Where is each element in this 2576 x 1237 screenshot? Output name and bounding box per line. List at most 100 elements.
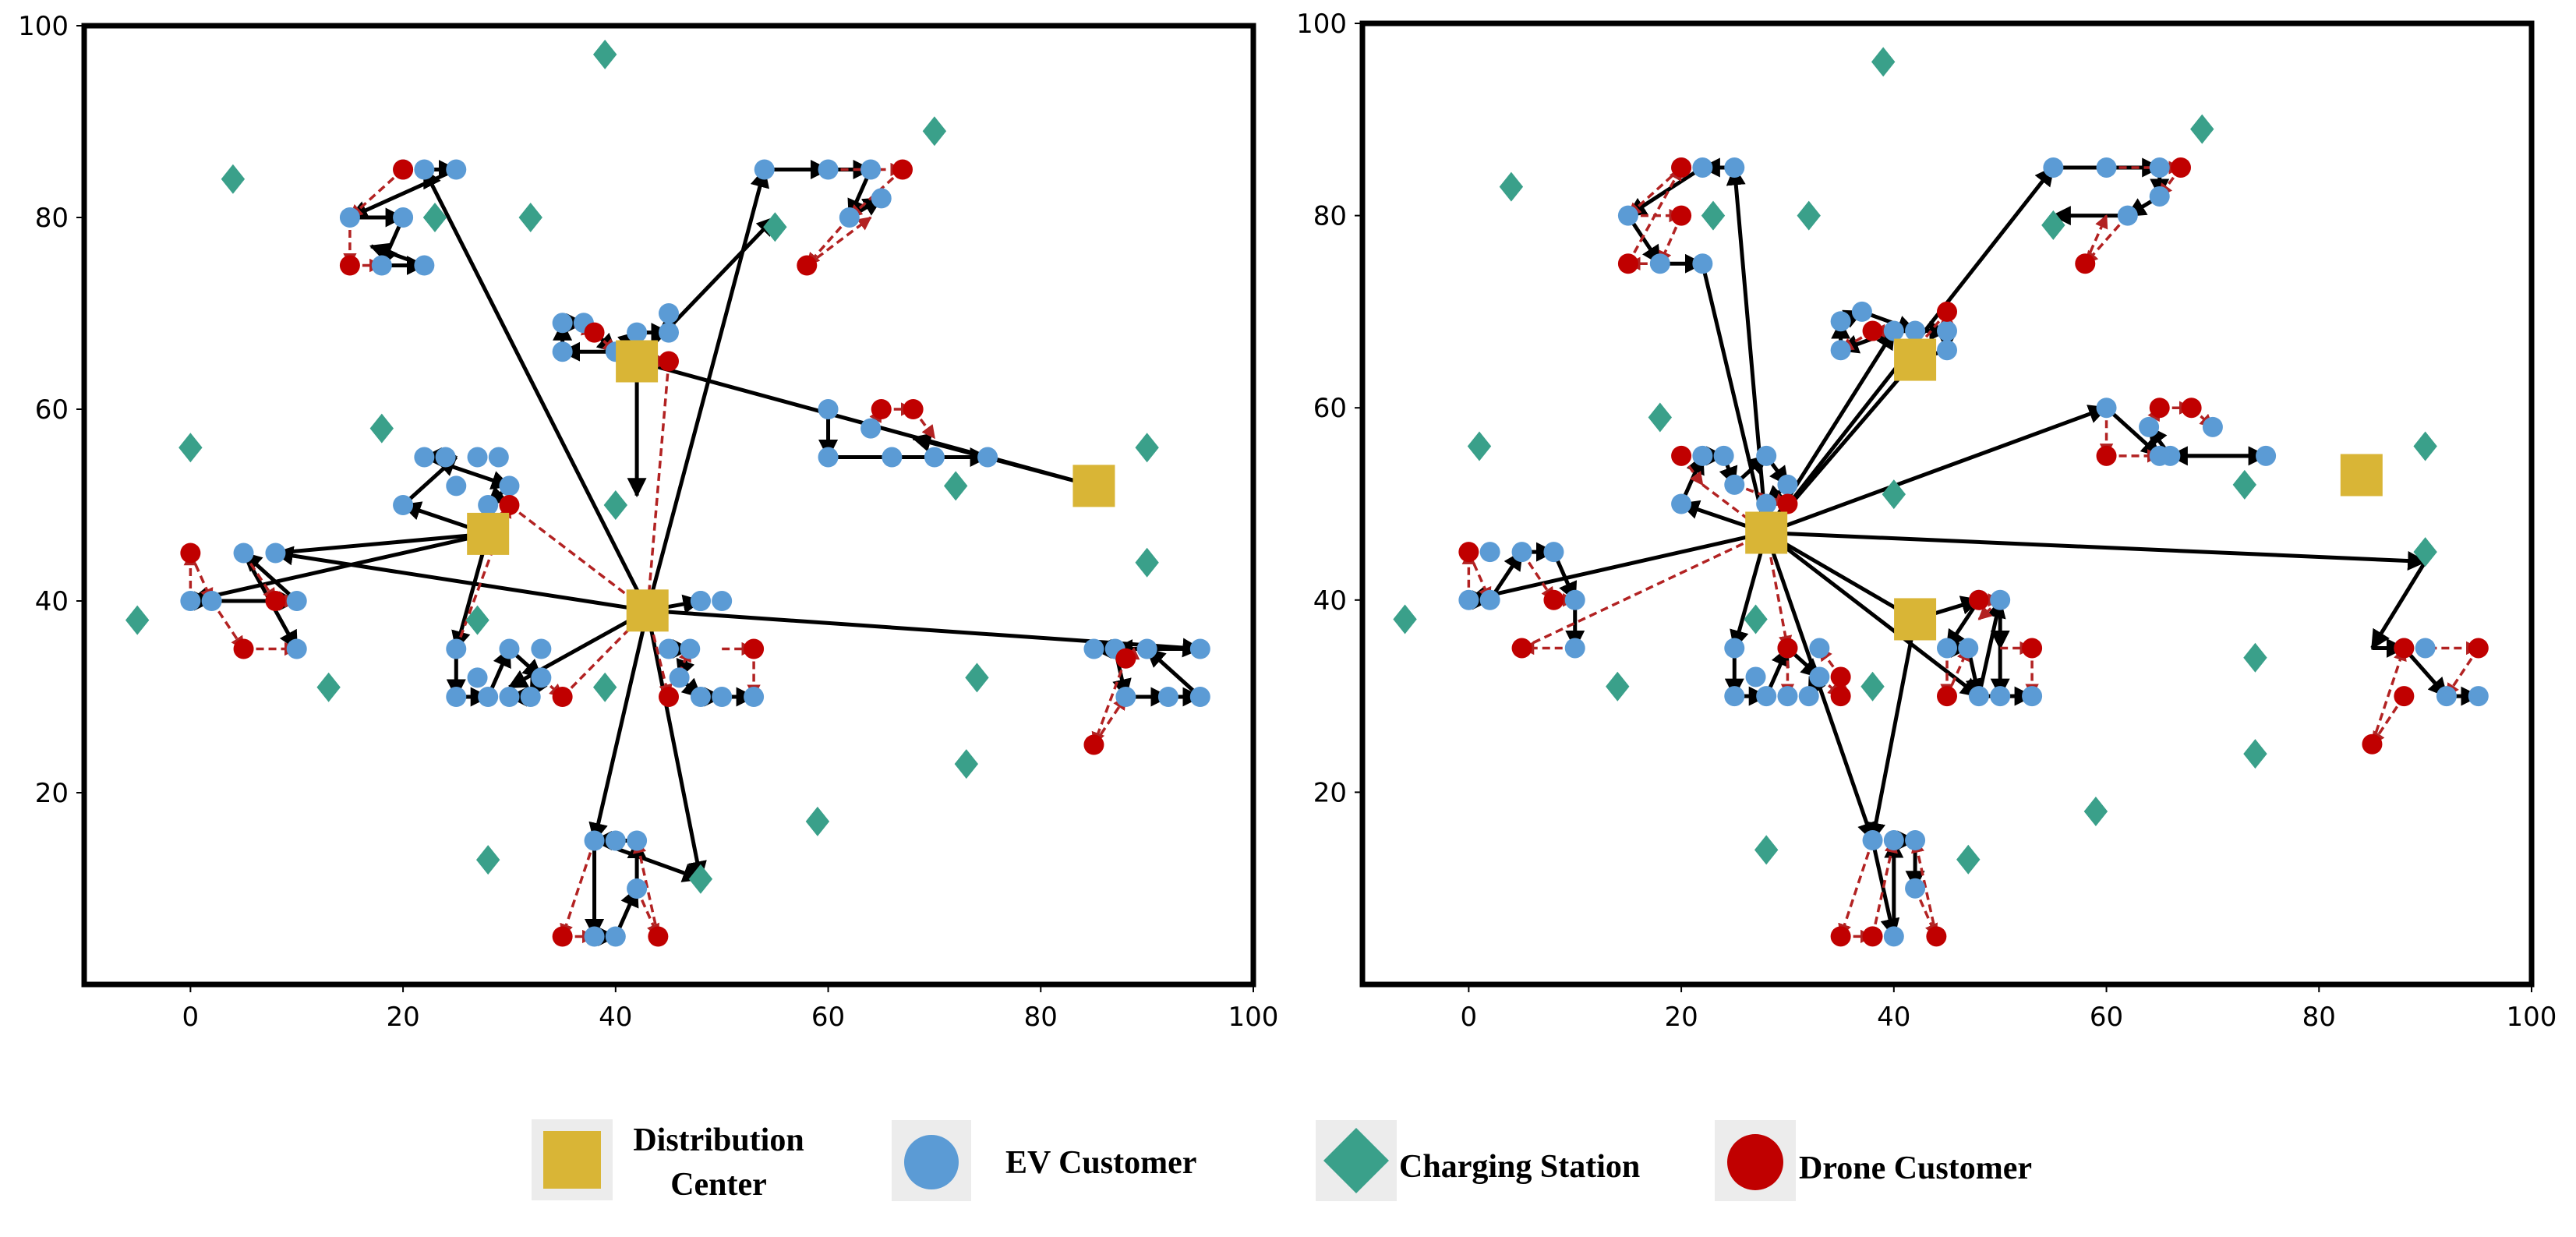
charging-station-marker [1701,200,1726,231]
charging-station-marker [1499,171,1524,202]
charging-station-marker [763,212,787,242]
ev-customer-marker [1157,687,1178,707]
ev-customer-marker [478,495,499,515]
ev-customer-marker [1905,878,1926,899]
drone-customer-marker [797,255,818,276]
ev-customer-marker [446,687,467,707]
plot-frame [81,23,1256,988]
drone-customer-marker [2362,733,2383,755]
axes: 0 20 40 60 80 100 20 40 60 80 100 [18,11,1278,1033]
ev-customer-marker [467,667,488,688]
ev-customer-marker [180,591,201,611]
ev-route-segment [1765,405,2108,535]
x-tick-label: 20 [1664,1002,1698,1033]
drone-route-segment [805,216,851,267]
ev-customer-marker [627,830,648,851]
drone-customer-marker [2096,445,2117,466]
charging-station-marker [2190,114,2214,144]
ev-customer-marker [1189,638,1210,659]
ev-customer-marker [1692,445,1713,466]
drone-customer-marker [499,495,520,515]
ev-customer-marker [924,447,945,468]
charging-station-marker [475,845,500,875]
ev-route-segment [242,551,299,603]
drone-customer-marker [393,159,414,180]
drone-route-segment [1733,483,1790,507]
charging-station-marker [1744,604,1768,634]
charging-station-marker [465,605,489,635]
charging-stations [1393,47,2437,875]
ev-customer-marker [1724,157,1745,178]
ev-customers [1458,157,2489,947]
ev-customer-marker [531,638,552,659]
ev-routes [188,160,1203,946]
drone-route-segment [1521,551,1555,602]
y-tick-label: 20 [35,778,69,809]
drone-customer-marker [892,159,913,180]
x-tick-label: 100 [2507,1002,2557,1033]
ev-customers [180,159,1210,947]
drone-route-segment [348,168,405,219]
drone-customer-marker [180,543,201,564]
distribution-center-legend-icon [543,1131,601,1189]
distribution-center-marker [1072,465,1115,507]
ev-customer-marker [1724,474,1745,495]
ev-customer-marker [233,543,254,564]
drone-customer-marker [233,638,254,659]
ev-customer-marker [1830,311,1851,332]
ev-customer-marker [2202,416,2223,437]
ev-customer-marker [659,322,679,343]
ev-route-segment [1977,598,2006,697]
ev-route-segment [2402,646,2448,698]
drone-customer-marker [1671,205,1692,226]
ev-route-segment [188,532,489,607]
y-tick-label: 20 [1313,777,1347,808]
distribution-center-marker [1745,511,1788,554]
drone-customer-marker [1671,157,1692,178]
drone-customers [1458,157,2489,947]
x-tick-label: 80 [1024,1002,1058,1033]
drone-route-segment [2370,695,2405,746]
ev-customer-marker [1756,445,1777,466]
drone-route-segment [1092,695,1127,746]
drone-routes [1461,161,2480,944]
charging-station-marker [592,39,617,69]
ev-route-segment [1700,263,1772,535]
ev-customer-marker [818,447,839,468]
charging-station-marker [2083,797,2108,827]
ev-route-segment [912,436,1096,491]
ev-customer-marker [754,159,775,180]
x-tick-label: 0 [1461,1002,1478,1033]
drone-route-segment [2370,646,2407,745]
ev-customer-marker [1968,686,1989,707]
ev-customer-marker [520,687,541,707]
ev-customer-marker [1564,638,1585,659]
drone-routes [183,162,1148,944]
charging-station-marker [2243,642,2267,673]
ev-customer-marker [860,159,882,180]
drone-customer-marker [903,399,924,419]
drone-customer-marker [1115,648,1136,669]
distribution-center-marker [2340,454,2383,497]
legend-label-charging-station: Charging Station [1399,1149,1640,1185]
charging-station-marker [221,164,246,194]
charging-station-marker [125,605,150,635]
ev-customer-marker [393,495,414,515]
ev-customer-marker [435,447,456,468]
ev-customer-marker [659,638,679,659]
drone-customer-marker [1968,589,1989,610]
drone-customer-marker [2181,398,2202,419]
drone-customer-marker [1862,926,1883,947]
drone-route-segment [210,600,246,650]
legend: Distribution Center EV Customer Charging… [532,1119,2032,1203]
ev-customer-marker [1990,686,2011,707]
ev-customer-marker [286,638,307,659]
ev-customer-marker [531,667,552,688]
ev-customer-marker [1649,253,1670,274]
ev-customer-marker [1189,687,1210,707]
ev-customer-marker [627,322,648,343]
ev-route-segment [273,546,648,613]
y-tick-label: 40 [1313,585,1347,617]
ev-customer-marker [818,159,839,180]
